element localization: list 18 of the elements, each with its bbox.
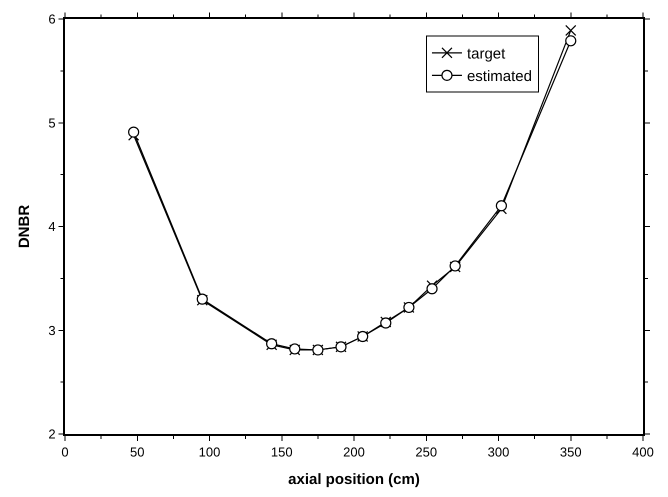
y-tick-label: 6 bbox=[48, 12, 56, 27]
y-tick-label: 2 bbox=[48, 426, 56, 442]
x-tick-label: 250 bbox=[415, 444, 438, 460]
y-tick-label: 3 bbox=[48, 322, 56, 338]
y-tick-label: 5 bbox=[48, 115, 56, 130]
x-tick-label: 350 bbox=[560, 444, 582, 460]
y-tick-label: 4 bbox=[48, 219, 56, 234]
x-tick-label: 0 bbox=[61, 444, 69, 460]
legend-label: target bbox=[466, 46, 506, 63]
legend-label: estimated bbox=[466, 68, 532, 86]
x-tick-label: 400 bbox=[632, 444, 654, 460]
x-tick-label: 300 bbox=[488, 444, 510, 460]
x-axis-title: axial position (cm) bbox=[288, 470, 420, 488]
y-axis-title: DNBR bbox=[16, 204, 34, 248]
x-tick-label: 100 bbox=[198, 444, 220, 460]
x-tick-label: 150 bbox=[270, 444, 293, 460]
x-tick-label: 200 bbox=[343, 444, 365, 460]
x-tick-label: 50 bbox=[130, 444, 144, 460]
